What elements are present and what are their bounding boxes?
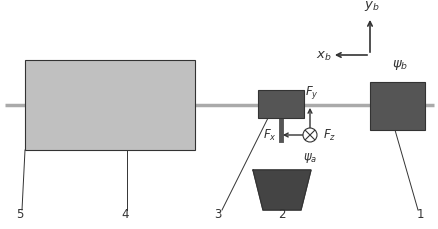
- Text: 3: 3: [214, 208, 221, 221]
- Text: $F_z$: $F_z$: [322, 128, 336, 142]
- Bar: [25, 60, 194, 150]
- Text: $\psi_a$: $\psi_a$: [302, 151, 316, 165]
- Text: 5: 5: [16, 208, 24, 221]
- Circle shape: [302, 128, 316, 142]
- Text: $F_y$: $F_y$: [304, 84, 318, 101]
- Text: 1: 1: [415, 208, 423, 221]
- Text: 2: 2: [278, 208, 285, 221]
- Bar: [369, 82, 424, 130]
- Text: $\psi_b$: $\psi_b$: [391, 58, 407, 72]
- Polygon shape: [252, 170, 310, 210]
- Bar: [258, 90, 303, 118]
- Text: $y_b$: $y_b$: [364, 0, 379, 13]
- Text: $F_x$: $F_x$: [262, 128, 276, 142]
- Text: 4: 4: [121, 208, 128, 221]
- Text: $x_b$: $x_b$: [315, 49, 331, 63]
